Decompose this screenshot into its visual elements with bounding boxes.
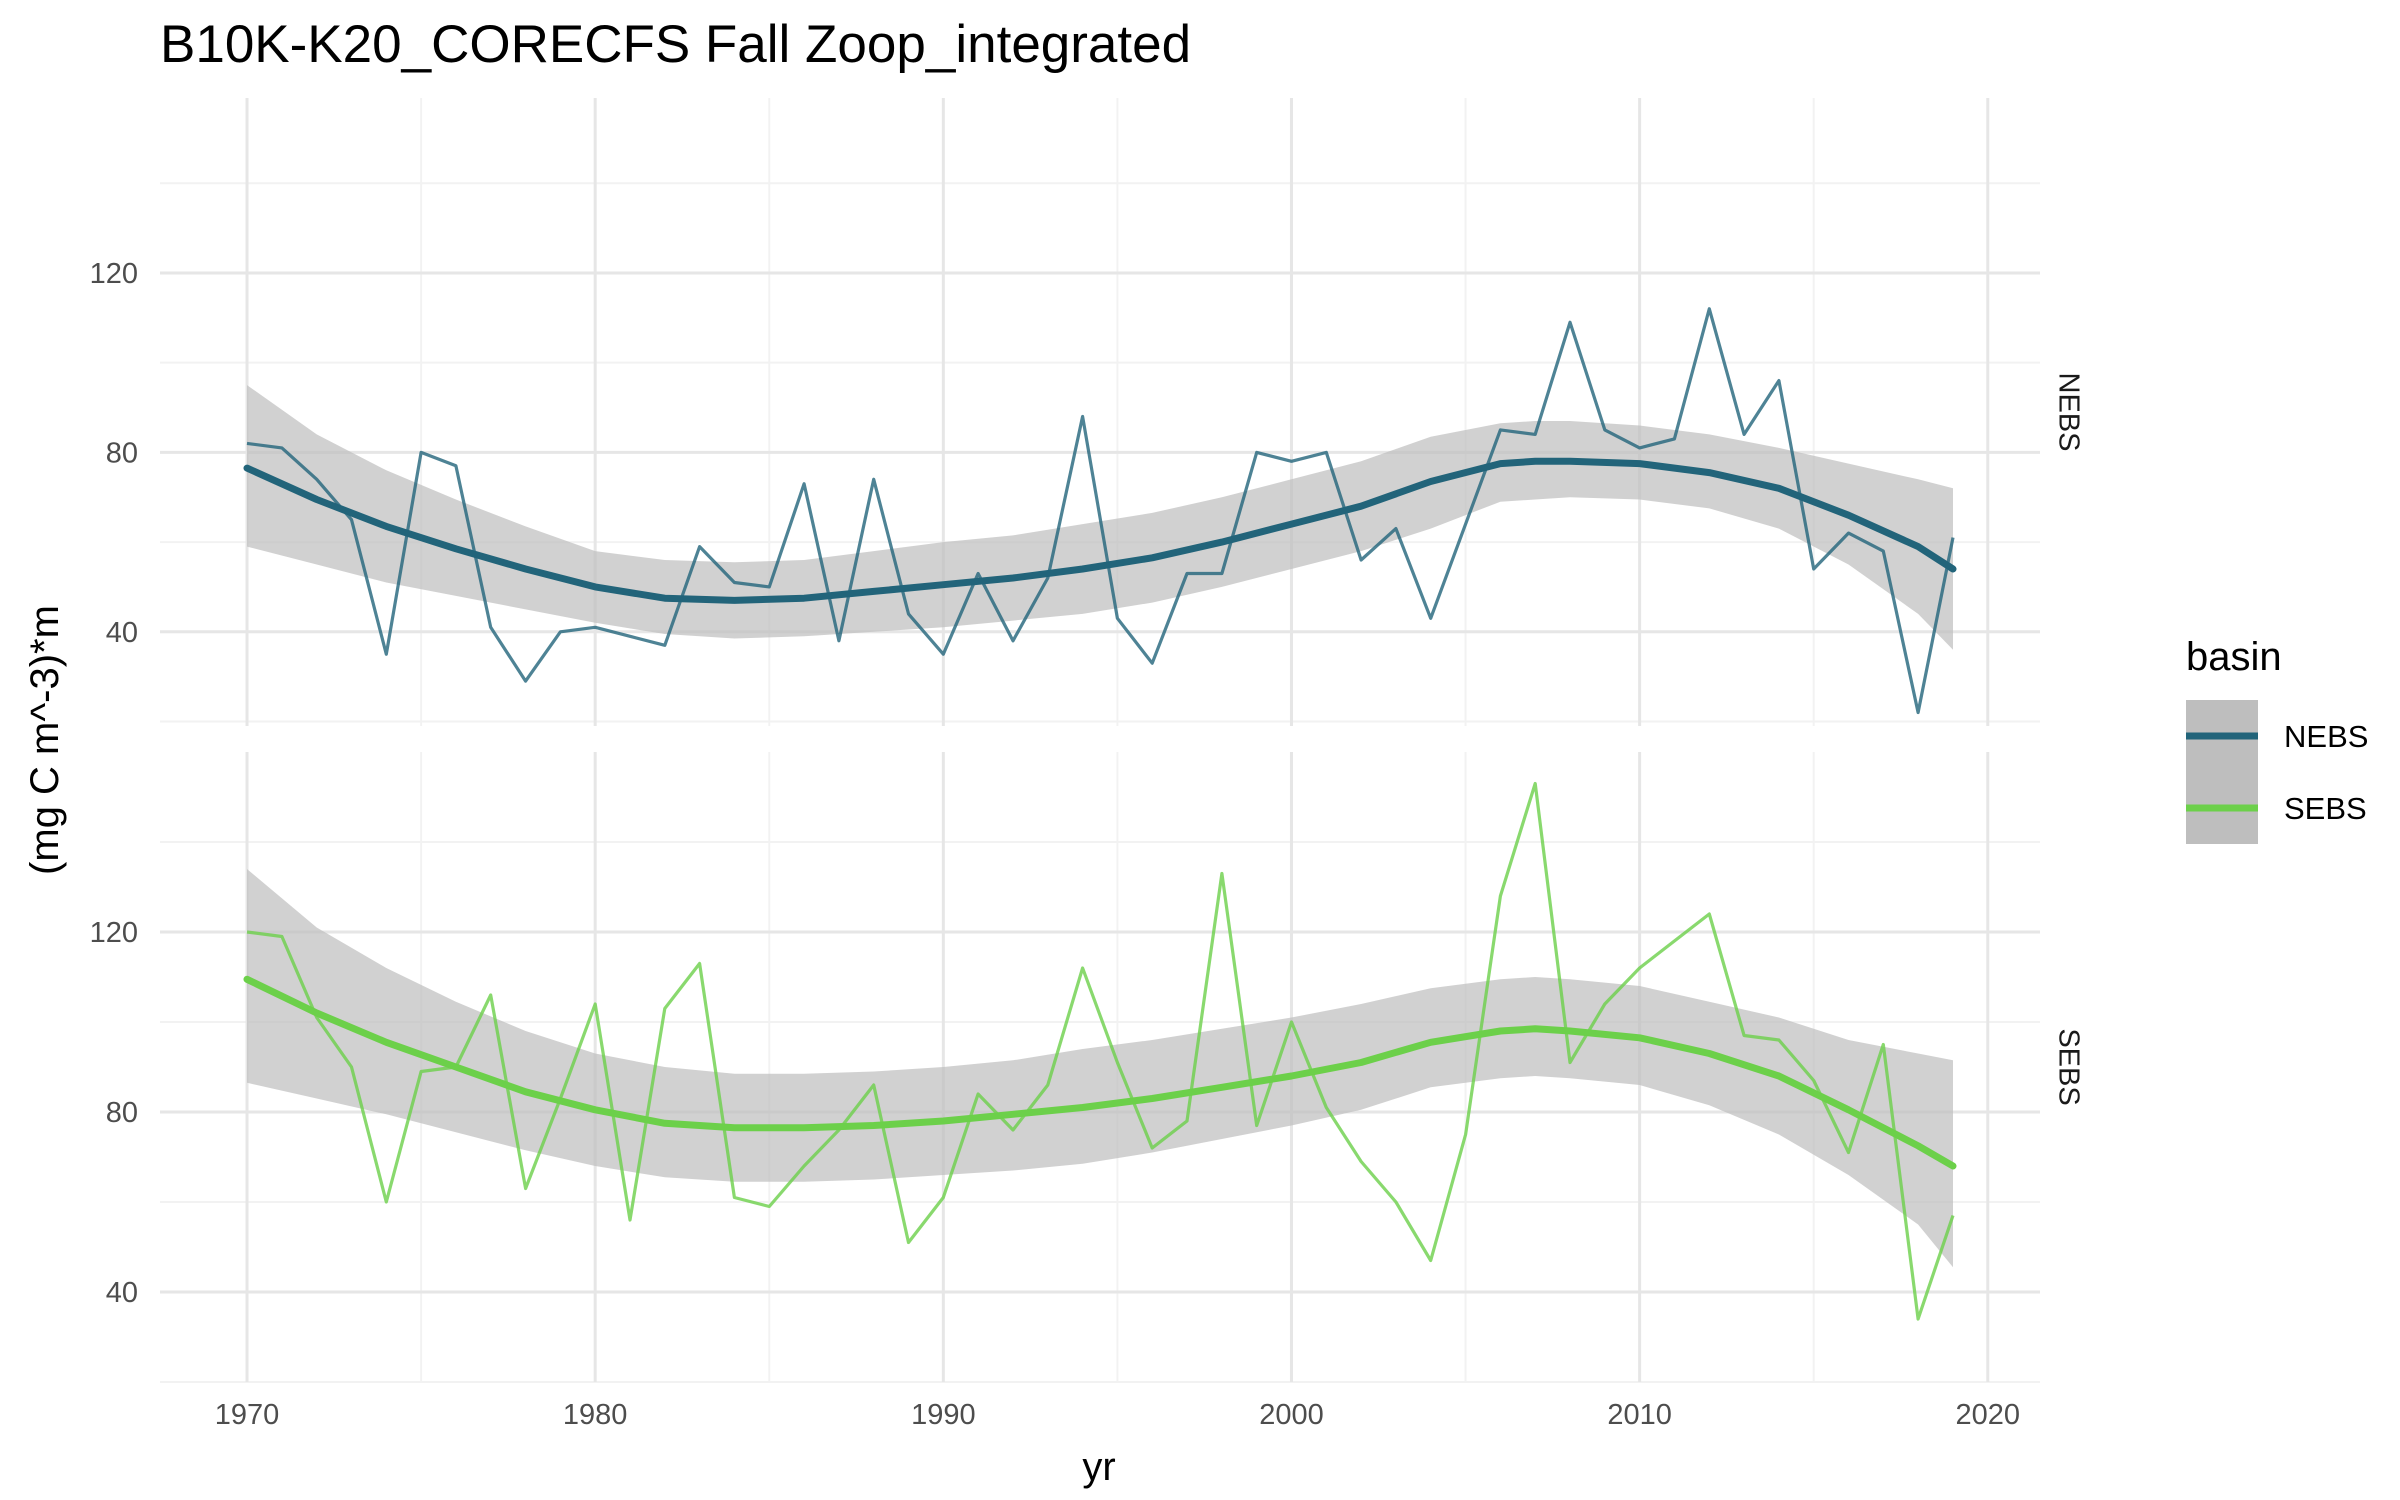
y-tick-label: 120 [90, 258, 138, 290]
panel-nebs: 40 80 120 NEBS [90, 98, 2084, 726]
panel-sebs-smooth-line [243, 975, 1957, 1170]
panel-sebs: 40 80 120 SEBS [90, 752, 2084, 1383]
strip-label-nebs: NEBS [2052, 373, 2084, 452]
smooth-trend-line [243, 457, 1957, 604]
confidence-band [247, 869, 1953, 1268]
y-tick-label: 120 [90, 917, 138, 949]
confidence-band [247, 385, 1953, 650]
smooth-trend-line [243, 975, 1957, 1170]
panel-sebs-annual-line [246, 781, 1955, 1321]
panel-nebs-y-ticks: 40 80 120 [90, 258, 138, 649]
x-tick-label: 2000 [1259, 1399, 1324, 1431]
strip-label-sebs: SEBS [2052, 1028, 2084, 1105]
annual-series-line [246, 781, 1955, 1321]
x-tick-label: 2020 [1956, 1399, 2021, 1431]
panel-nebs-annual-line [246, 307, 1955, 715]
y-tick-label: 80 [106, 437, 138, 469]
x-tick-label: 1980 [563, 1399, 628, 1431]
legend-label-nebs: NEBS [2284, 719, 2368, 754]
chart-title: B10K-K20_CORECFS Fall Zoop_integrated [160, 15, 1191, 74]
y-tick-label: 40 [106, 617, 138, 649]
y-tick-label: 40 [106, 1277, 138, 1309]
legend-label-sebs: SEBS [2284, 791, 2367, 826]
y-tick-label: 80 [106, 1097, 138, 1129]
x-tick-label: 1990 [911, 1399, 976, 1431]
panel-sebs-y-ticks: 40 80 120 [90, 917, 138, 1309]
annual-series-line [246, 307, 1955, 715]
y-axis-title: (mg C m^-3)*m [23, 605, 67, 875]
legend-title: basin [2186, 635, 2282, 679]
panel-nebs-smooth-line [243, 457, 1957, 604]
panel-nebs-confidence-band [247, 385, 1953, 650]
x-tick-label: 1970 [215, 1399, 280, 1431]
panel-sebs-confidence-band [247, 869, 1953, 1268]
legend: basin NEBS SEBS [2186, 635, 2368, 844]
x-tick-label: 2010 [1607, 1399, 1672, 1431]
x-axis-title: yr [1082, 1445, 1115, 1489]
x-axis-ticks: 1970 1980 1990 2000 2010 2020 [215, 1399, 2020, 1431]
